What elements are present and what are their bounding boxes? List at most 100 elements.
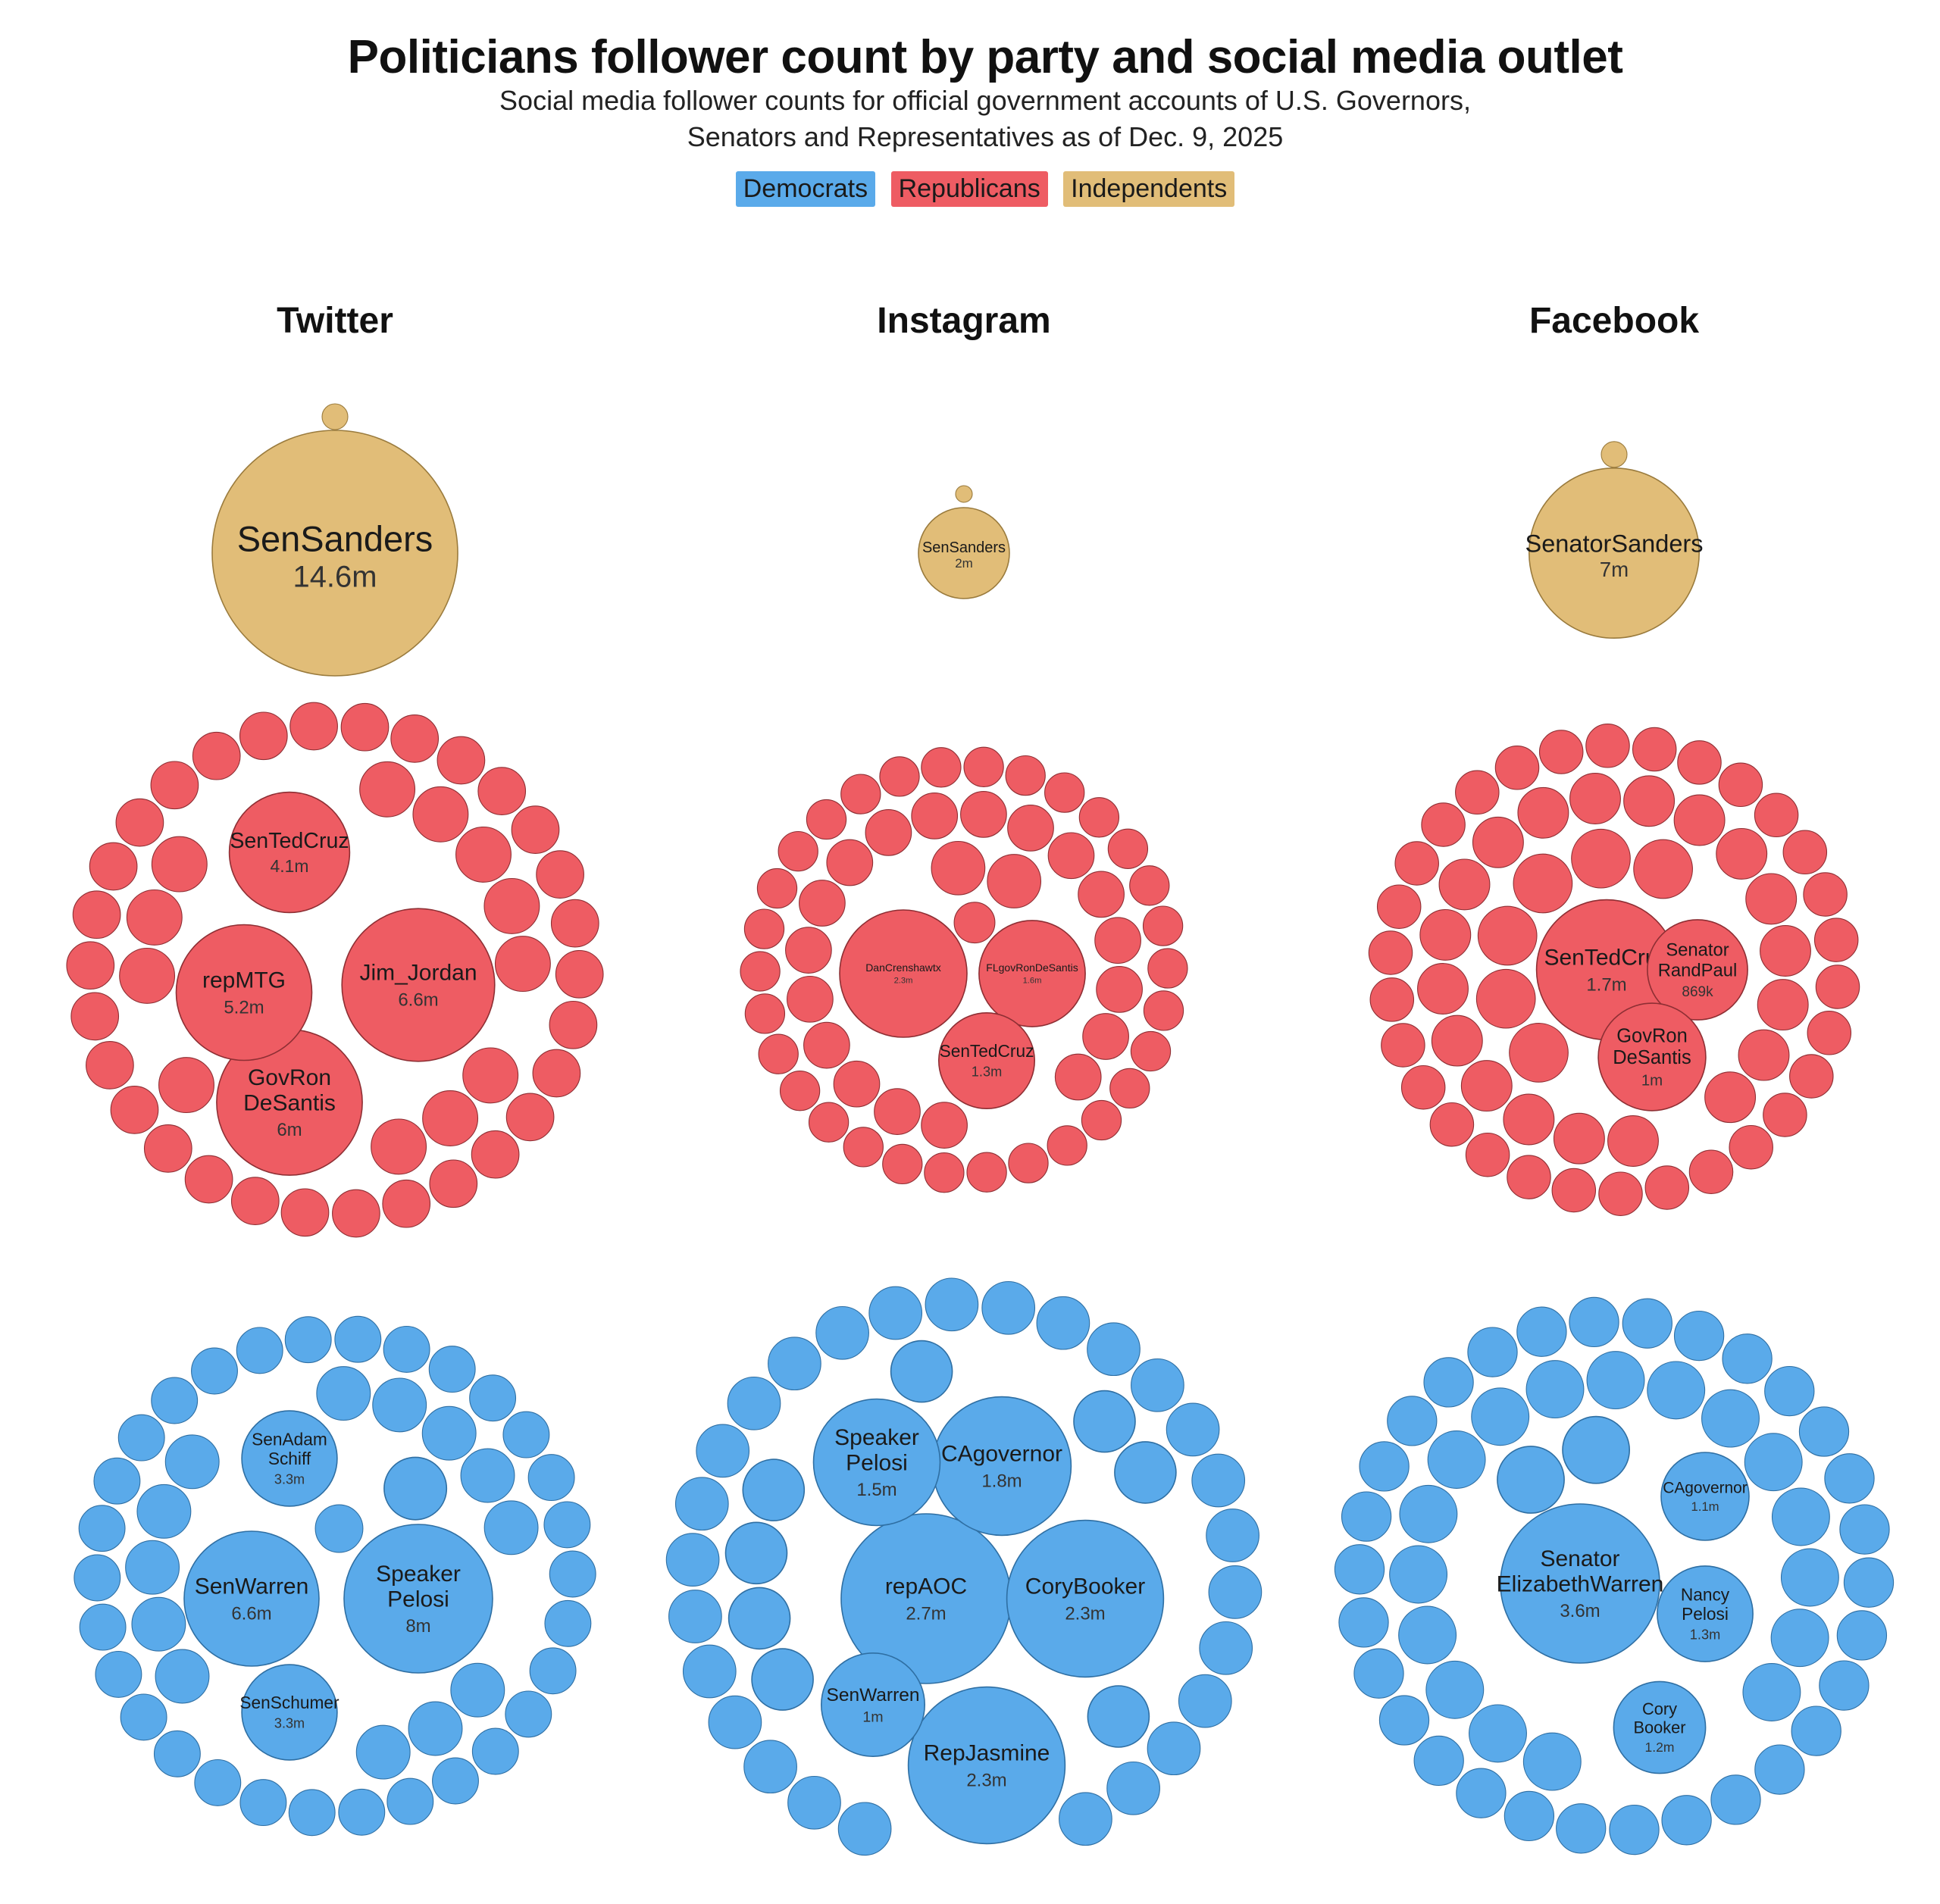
instagram-republicans-bubble-96: [1129, 865, 1170, 906]
instagram-republicans-bubble-65: [865, 809, 912, 856]
instagram-republicans-label-value-0: 2.3m: [894, 977, 913, 986]
instagram-republicans-bubble-104: [1008, 1143, 1049, 1183]
instagram-republicans-bubble-72: [1096, 966, 1143, 1013]
instagram-republicans-bubble-79: [808, 1102, 850, 1143]
twitter-republicans-bubble-14: [359, 761, 416, 818]
twitter-democrats-bubble-172: [136, 1483, 192, 1539]
instagram-republicans-bubble-70: [1078, 871, 1125, 918]
legend-item-democrats: Democrats: [735, 171, 876, 207]
instagram-democrats-bubble-244: [1131, 1358, 1184, 1412]
facebook-democrats-bubble-279: [1609, 1804, 1660, 1856]
facebook-democrats-label-name-2: Cory: [1642, 1699, 1677, 1718]
facebook-democrats-bubble-268: [1701, 1389, 1760, 1448]
instagram-republicans-bubble-93: [1044, 772, 1085, 813]
twitter-democrats-bubble-192: [153, 1730, 201, 1777]
facebook-democrats-bubble-303: [1836, 1610, 1888, 1661]
twitter-democrats-bubble-195: [79, 1603, 127, 1651]
twitter-democrats-bubble-164: [343, 1524, 493, 1674]
facebook-republicans-bubble-160: [1813, 918, 1859, 962]
facebook-republicans-bubble-131: [1738, 1029, 1790, 1081]
facebook-democrats-bubble-257: [1660, 1452, 1750, 1541]
facebook-democrats-label-value-0: 3.6m: [1560, 1601, 1600, 1621]
instagram-democrats-bubble-226: [1114, 1441, 1177, 1504]
twitter-republicans-bubble-49: [143, 1124, 192, 1173]
twitter-republicans-bubble-43: [429, 1159, 478, 1208]
facebook-republicans-bubble-138: [1598, 1171, 1643, 1216]
instagram-democrats-bubble-245: [1166, 1402, 1220, 1457]
facebook-democrats-bubble-278: [1661, 1795, 1712, 1846]
facebook-democrats-bubble-255: [1657, 1565, 1754, 1662]
facebook-democrats-bubble-293: [1516, 1306, 1567, 1357]
instagram-republicans-bubble-53: [978, 920, 1086, 1027]
instagram-republicans-bubble-63: [799, 880, 846, 927]
facebook-democrats-bubble-296: [1673, 1310, 1725, 1362]
twitter-democrats-bubble-178: [483, 1500, 539, 1555]
instagram-democrats-bubble-215: [907, 1686, 1066, 1845]
twitter-democrats-label-value-2: 3.3m: [274, 1471, 305, 1487]
instagram-republicans-bubble-86: [778, 830, 818, 872]
twitter-democrats-bubble-211: [549, 1550, 596, 1598]
facebook-democrats-bubble-260: [1398, 1605, 1457, 1665]
twitter-democrats-bubble-179: [450, 1662, 505, 1718]
twitter-democrats-bubble-202: [236, 1327, 283, 1374]
facebook-republicans-bubble-149: [1421, 802, 1466, 847]
twitter-republicans-bubble-35: [511, 805, 560, 854]
facebook-republicans-bubble-161: [1815, 965, 1860, 1009]
facebook-republicans-bubble-124: [1569, 773, 1621, 824]
facebook-democrats-bubble-288: [1341, 1491, 1392, 1542]
instagram-democrats-bubble-219: [1087, 1685, 1150, 1748]
facebook-democrats-bubble-287: [1334, 1544, 1385, 1595]
twitter-republicans-label-value-2: 5.2m: [224, 997, 264, 1018]
instagram-republicans-bubble-60: [803, 1021, 850, 1069]
twitter-republicans-bubble-33: [436, 736, 486, 785]
twitter-democrats-bubble-170: [131, 1596, 186, 1652]
instagram-republicans-label-name-2: SenTedCruz: [940, 1041, 1034, 1061]
twitter-republicans-label-name-2: repMTG: [202, 968, 286, 993]
facebook-democrats-bubble-281: [1504, 1790, 1555, 1842]
facebook-republicans-bubble-130: [1757, 979, 1809, 1031]
facebook-republicans-label-name-2: GovRon: [1616, 1025, 1688, 1046]
facebook-republicans-bubble-113: [1633, 839, 1693, 899]
facebook-republicans-bubble-147: [1376, 884, 1422, 929]
facebook-republicans-bubble-107: [1647, 919, 1748, 1021]
twitter-republicans-bubble-28: [192, 731, 241, 780]
twitter-democrats-bubble-185: [471, 1727, 519, 1775]
facebook-republicans-bubble-116: [1503, 1093, 1555, 1146]
facebook-republicans-bubble-126: [1673, 794, 1726, 846]
instagram-democrats-bubble-239: [868, 1286, 923, 1340]
twitter-republicans-bubble-47: [230, 1177, 280, 1225]
twitter-republicans-label-value-0: 6.6m: [398, 990, 438, 1010]
twitter-republicans-bubble-9: [228, 791, 351, 914]
facebook-democrats-bubble-261: [1389, 1545, 1448, 1604]
twitter-democrats-bubble-201: [191, 1347, 238, 1395]
instagram-democrats-label-name-4: Pelosi: [846, 1451, 908, 1476]
facebook-republicans-bubble-145: [1369, 977, 1415, 1022]
twitter-republicans-bubble-41: [505, 1093, 555, 1142]
facebook-republicans-label-name-2: DeSantis: [1613, 1047, 1691, 1068]
facebook-republicans-bubble-157: [1754, 793, 1799, 838]
twitter-democrats-bubble-166: [241, 1410, 338, 1507]
facebook-republicans-bubble-142: [1429, 1102, 1475, 1147]
twitter-republicans-bubble-32: [390, 714, 440, 763]
twitter-democrats-bubble-176: [421, 1405, 477, 1461]
facebook-republicans-bubble-148: [1394, 841, 1439, 886]
instagram-democrats-label-name-4: Speaker: [834, 1425, 919, 1450]
instagram-democrats-label-value-4: 1.5m: [856, 1480, 896, 1500]
instagram-republicans-label-name-1: FLgovRonDeSantis: [986, 961, 1078, 974]
twitter-independents-label-value: 14.6m: [293, 561, 377, 594]
instagram-republicans-bubble-59: [833, 1060, 881, 1108]
facebook-republicans-bubble-122: [1472, 816, 1524, 868]
twitter-democrats-bubble-210: [543, 1501, 591, 1549]
instagram-republicans-bubble-56: [987, 854, 1042, 908]
instagram-republicans-bubble-84: [743, 908, 785, 949]
twitter-democrats-bubble-186: [432, 1757, 479, 1805]
instagram-republicans-bubble-77: [882, 1143, 923, 1185]
twitter-democrats-bubble-194: [95, 1650, 142, 1698]
instagram-democrats-bubble-220: [751, 1648, 814, 1711]
twitter-republicans-label-name-1: GovRon: [248, 1065, 331, 1090]
facebook-republicans-bubble-133: [1607, 1115, 1659, 1167]
twitter-democrats-bubble-174: [316, 1366, 371, 1421]
facebook-democrats-label-name-1: Pelosi: [1682, 1604, 1729, 1624]
facebook-democrats-label-value-1: 1.3m: [1690, 1627, 1720, 1642]
